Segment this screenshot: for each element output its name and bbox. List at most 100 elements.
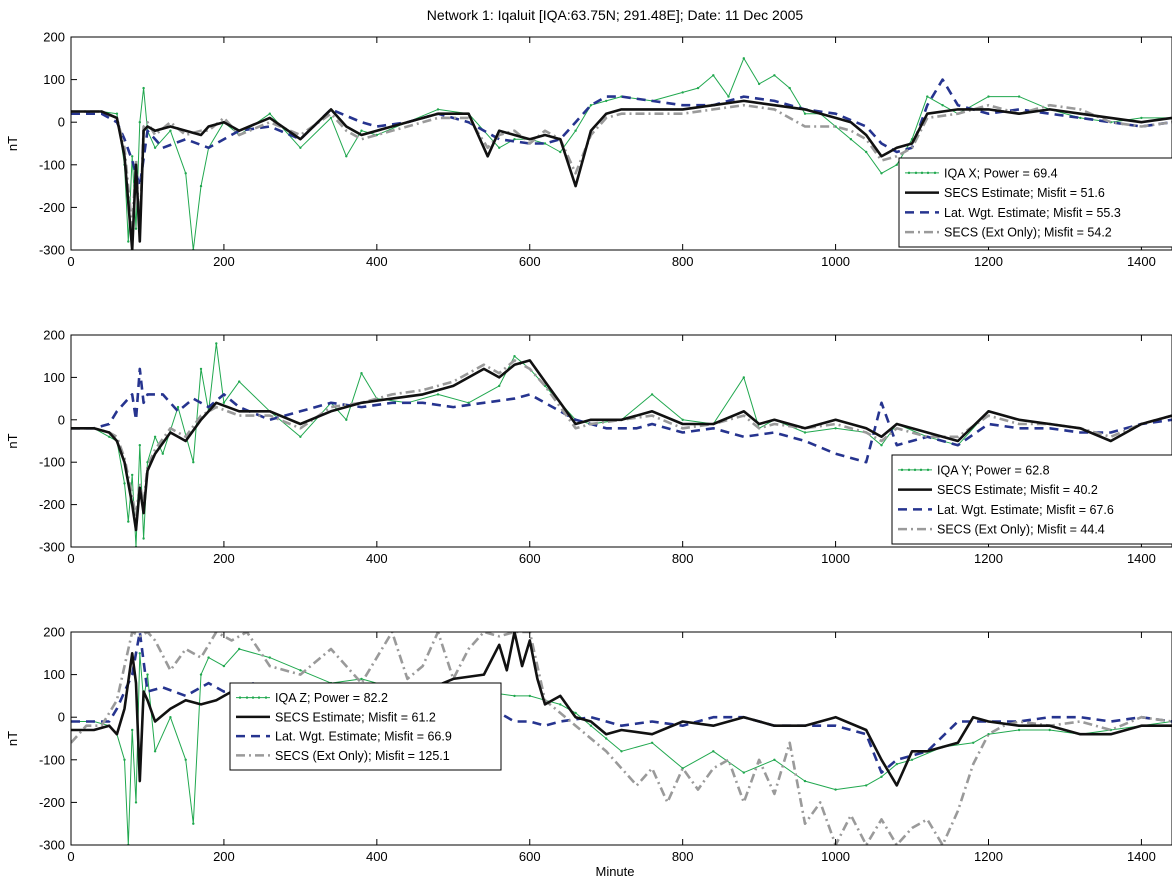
y-tick-label: -100 <box>39 752 65 767</box>
panel-2: 0 200 400 600 800 1000 1200 1400 -300 -200 -100 0 10… <box>5 328 1172 566</box>
x-tick-label: 1200 <box>974 849 1003 864</box>
series-group <box>71 57 1172 250</box>
y-axis-label: nT <box>5 433 20 448</box>
y-tick-label: 100 <box>43 667 65 682</box>
data-point <box>605 99 608 103</box>
data-point <box>910 758 914 761</box>
panel-1: 0 200 400 600 800 1000 1200 1400 -300 -200 -100 0 10… <box>5 30 1172 269</box>
x-tick-label: 200 <box>213 254 235 269</box>
legend-label: Lat. Wgt. Estimate; Misfit = 55.3 <box>944 206 1121 220</box>
data-point <box>528 694 531 698</box>
legend-label: IQA Z; Power = 82.2 <box>275 691 388 705</box>
y-tick-label: 200 <box>43 30 65 45</box>
data-point <box>138 121 141 124</box>
data-point <box>207 656 210 659</box>
data-point <box>1048 728 1051 732</box>
data-point <box>987 95 990 98</box>
data-point <box>146 673 149 676</box>
plot-frame <box>70 631 1172 846</box>
data-point <box>681 418 684 421</box>
data-point <box>1140 116 1143 120</box>
y-tick-label: -100 <box>39 455 65 470</box>
data-point <box>605 737 608 740</box>
legend-box <box>229 682 502 771</box>
x-tick-label: 1400 <box>1127 849 1156 864</box>
data-point <box>742 771 745 774</box>
x-tick-label: 1000 <box>821 849 850 864</box>
data-point <box>773 758 776 761</box>
data-point <box>727 95 730 98</box>
legend-marker <box>251 696 255 699</box>
data-point <box>131 473 134 477</box>
data-point <box>895 163 898 166</box>
data-point <box>169 716 172 719</box>
plot-frame <box>70 36 1172 251</box>
data-point <box>299 146 302 149</box>
data-point <box>803 779 807 783</box>
x-tick-label: 1400 <box>1127 254 1156 269</box>
data-point <box>574 129 577 132</box>
y-tick-label: 100 <box>43 72 65 87</box>
data-point <box>142 537 145 540</box>
data-point <box>215 342 218 345</box>
legend-label: SECS Estimate; Misfit = 40.2 <box>937 483 1098 497</box>
data-point <box>589 724 593 727</box>
legend-marker <box>919 468 923 472</box>
x-tick-label: 600 <box>519 254 541 269</box>
data-point <box>345 418 348 421</box>
data-point <box>131 155 134 158</box>
data-point <box>773 74 776 77</box>
data-point <box>161 452 164 455</box>
data-point <box>360 372 363 375</box>
data-point <box>268 112 271 115</box>
x-tick-label: 600 <box>519 849 541 864</box>
data-point <box>742 57 745 60</box>
legend: IQA Z; Power = 82.2 SECS Estimate; Misfit… <box>229 682 502 771</box>
data-point <box>712 750 715 753</box>
data-point <box>941 104 944 107</box>
data-point <box>712 74 715 77</box>
y-tick-label: -100 <box>39 157 65 172</box>
data-point <box>574 711 577 715</box>
data-point <box>127 520 130 523</box>
data-point <box>360 677 363 681</box>
data-point <box>788 86 791 90</box>
data-point <box>169 129 172 132</box>
legend-marker <box>257 696 261 699</box>
legend-marker <box>913 468 917 472</box>
legend-marker <box>920 171 924 175</box>
series-line-extonly <box>71 632 1172 845</box>
data-point <box>543 142 547 145</box>
legend: IQA X; Power = 69.4 SECS Estimate; Misfit… <box>898 157 1172 248</box>
data-point <box>849 138 853 141</box>
legend-marker <box>907 468 911 472</box>
data-point <box>222 401 226 404</box>
data-point <box>299 669 302 672</box>
data-point <box>142 86 145 90</box>
data-point <box>192 461 195 464</box>
data-point <box>880 775 883 778</box>
data-point <box>153 146 157 149</box>
y-tick-label: -200 <box>39 795 65 810</box>
x-tick-label: 400 <box>366 849 388 864</box>
x-tick-label: 600 <box>519 551 541 566</box>
x-tick-label: 1400 <box>1127 551 1156 566</box>
data-point <box>184 172 187 175</box>
x-tick-label: 800 <box>672 551 694 566</box>
data-point <box>513 694 516 698</box>
data-point <box>1079 116 1082 120</box>
x-tick-label: 400 <box>366 551 388 566</box>
data-point <box>895 762 898 766</box>
data-point <box>803 112 807 115</box>
data-point <box>880 444 883 447</box>
data-point <box>650 741 654 744</box>
x-tick-label: 0 <box>67 551 74 566</box>
data-point <box>559 703 562 706</box>
data-point <box>268 656 271 659</box>
y-tick-label: -300 <box>39 243 65 258</box>
chart-title: Network 1: Iqaluit [IQA:63.75N; 291.48E]… <box>427 7 804 23</box>
panel-3: 0 200 400 600 800 1000 1200 1400 -300 -200 -100 0 10… <box>5 625 1172 864</box>
x-tick-label: 400 <box>366 254 388 269</box>
data-point <box>199 367 203 371</box>
